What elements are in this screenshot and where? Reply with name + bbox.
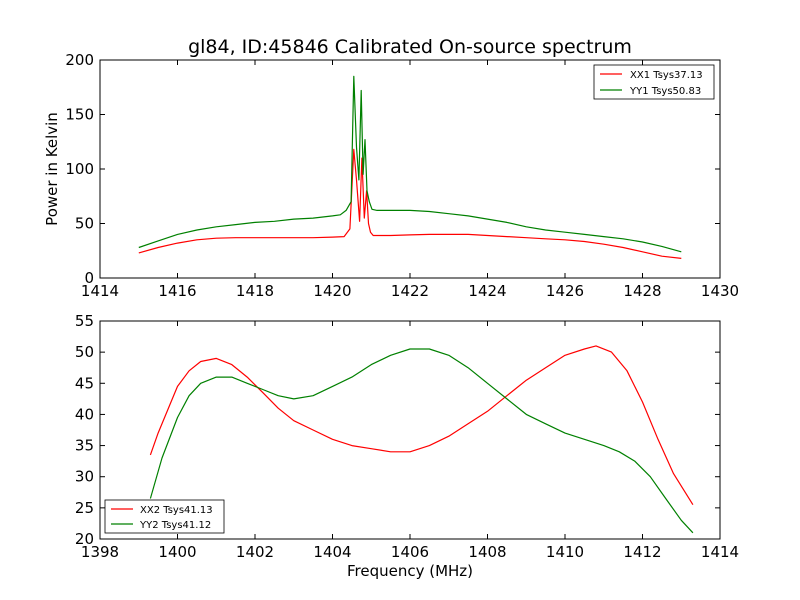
top-xtick-label: 1424 xyxy=(468,282,506,300)
bottom-panel-series xyxy=(149,345,694,534)
top-xtick-label: 1428 xyxy=(623,282,661,300)
bottom-panel-xlabel: Frequency (MHz) xyxy=(347,562,473,580)
bottom-legend-box xyxy=(104,499,225,534)
top-ytick-label: 200 xyxy=(65,51,94,69)
top-ytick-label: 0 xyxy=(84,269,94,287)
bottom-xtick-label: 1408 xyxy=(468,543,506,561)
bottom-xtick-label: 1414 xyxy=(701,543,739,561)
top-xtick-label: 1426 xyxy=(546,282,584,300)
bottom-series-line-1 xyxy=(149,348,694,534)
bottom-series-line-0 xyxy=(149,345,694,506)
bottom-panel-ticks: 1398 1400 1402 1404 1406 1408 1410 1412 1414 20 25… xyxy=(75,312,739,561)
top-panel-plot: 1414 1416 1418 1420 1422 1424 1426 1428 1430 0 50 1… xyxy=(43,51,739,300)
bottom-xtick-label: 1400 xyxy=(158,543,196,561)
top-legend-box xyxy=(593,64,715,100)
legend-label-xx2: XX2 Tsys41.13 xyxy=(140,505,213,516)
legend-label-xx1: XX1 Tsys37.13 xyxy=(630,70,703,81)
top-series-line-1 xyxy=(138,75,682,253)
bottom-ytick-label: 30 xyxy=(75,468,94,486)
top-xtick-label: 1420 xyxy=(313,282,351,300)
bottom-panel-plot: 1398 1400 1402 1404 1406 1408 1410 1412 1414 20 25… xyxy=(75,312,739,580)
bottom-xtick-label: 1406 xyxy=(391,543,429,561)
top-ytick-label: 150 xyxy=(65,106,94,124)
bottom-ytick-label: 35 xyxy=(75,437,94,455)
top-xtick-label: 1418 xyxy=(236,282,274,300)
bottom-xtick-label: 1410 xyxy=(546,543,584,561)
figure-title: gl84, ID:45846 Calibrated On-source spec… xyxy=(188,36,632,58)
top-xtick-label: 1416 xyxy=(158,282,196,300)
top-xtick-label: 1430 xyxy=(701,282,739,300)
top-panel-legend: XX1 Tsys37.13 YY1 Tsys50.83 xyxy=(593,64,715,100)
top-ytick-label: 100 xyxy=(65,160,94,178)
top-panel-ticks: 1414 1416 1418 1420 1422 1424 1426 1428 1430 0 50 1… xyxy=(65,51,739,300)
bottom-xtick-label: 1412 xyxy=(623,543,661,561)
bottom-ytick-label: 25 xyxy=(75,499,94,517)
top-panel-ylabel: Power in Kelvin xyxy=(43,112,61,226)
bottom-ytick-label: 50 xyxy=(75,343,94,361)
top-ytick-label: 50 xyxy=(75,215,94,233)
bottom-ytick-label: 45 xyxy=(75,374,94,392)
top-series-line-0 xyxy=(138,148,682,259)
top-panel-series xyxy=(138,75,682,259)
legend-label-yy1: YY1 Tsys50.83 xyxy=(629,86,701,97)
bottom-xtick-label: 1402 xyxy=(236,543,274,561)
bottom-ytick-label: 55 xyxy=(75,312,94,330)
bottom-xtick-label: 1398 xyxy=(81,543,119,561)
bottom-ytick-label: 20 xyxy=(75,530,94,548)
legend-label-yy2: YY2 Tsys41.12 xyxy=(139,520,211,531)
top-xtick-label: 1414 xyxy=(81,282,119,300)
top-xtick-label: 1422 xyxy=(391,282,429,300)
bottom-xtick-label: 1404 xyxy=(313,543,351,561)
bottom-ytick-label: 40 xyxy=(75,405,94,423)
bottom-panel-legend: XX2 Tsys41.13 YY2 Tsys41.12 xyxy=(104,499,225,534)
